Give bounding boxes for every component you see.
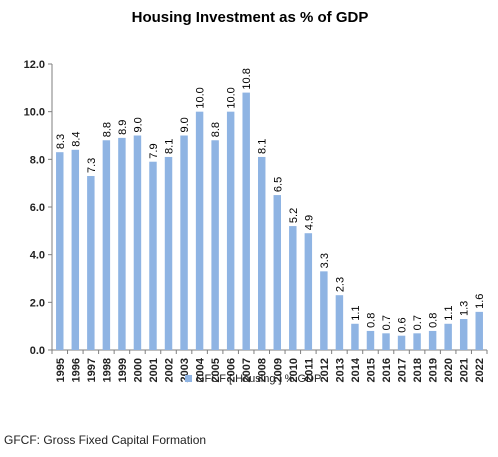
data-label: 8.4 [70, 132, 82, 147]
legend-label: GFCF [ Housing ] % GDP [196, 373, 321, 385]
bar [382, 333, 390, 350]
data-label: 4.9 [303, 215, 315, 230]
x-tick-label: 2007 [241, 358, 253, 382]
data-label: 0.7 [412, 315, 424, 330]
bar [56, 152, 64, 350]
data-label: 0.7 [381, 315, 393, 330]
data-label: 7.3 [86, 158, 98, 173]
bar [242, 92, 250, 350]
x-tick-label: 2020 [443, 358, 455, 382]
y-tick-label: 12.0 [24, 59, 45, 71]
x-tick-label: 2008 [257, 358, 269, 382]
bar [320, 271, 328, 350]
bar [71, 149, 80, 350]
chart-title: Housing Investment as % of GDP [132, 9, 369, 26]
y-tick-label: 4.0 [30, 250, 45, 262]
x-tick-label: 2009 [272, 358, 284, 382]
bar [118, 137, 126, 350]
x-tick-label: 2004 [195, 357, 207, 382]
data-label: 8.3 [55, 134, 67, 149]
data-label: 8.8 [101, 122, 113, 137]
data-label: 9.0 [132, 117, 144, 132]
data-label: 8.8 [210, 122, 222, 137]
x-tick-label: 2013 [334, 358, 346, 382]
x-tick-label: 2021 [459, 358, 471, 382]
data-label: 2.3 [334, 277, 346, 292]
bar-chart: Housing Investment as % of GDP 0.0 2.0 4.0… [24, 9, 488, 385]
bar [133, 135, 142, 350]
x-tick-label: 1996 [70, 358, 82, 382]
data-label: 8.1 [164, 139, 176, 154]
x-tick-label: 2015 [365, 358, 377, 382]
bar [444, 323, 452, 350]
data-label: 10.0 [195, 87, 207, 108]
bar [459, 319, 468, 350]
bar [397, 335, 406, 350]
bar [273, 195, 281, 350]
x-tick-label: 2010 [288, 358, 300, 382]
bar [226, 111, 235, 351]
y-tick-label: 10.0 [24, 107, 45, 119]
data-label: 8.1 [257, 139, 269, 154]
bar [211, 140, 219, 350]
data-label: 9.0 [179, 117, 191, 132]
data-label: 5.2 [288, 208, 300, 223]
y-tick-label: 6.0 [30, 202, 45, 214]
data-label: 7.9 [148, 143, 160, 158]
x-tick-label: 2000 [132, 358, 144, 382]
data-label: 3.3 [319, 253, 331, 268]
data-label: 6.5 [272, 177, 284, 192]
x-tick-label: 1997 [86, 358, 98, 382]
x-tick-label: 2016 [381, 358, 393, 382]
bar [180, 135, 188, 350]
bar [164, 156, 173, 350]
data-label: 0.8 [365, 313, 377, 328]
bar [351, 323, 359, 350]
x-tick-label: 2011 [303, 358, 315, 382]
x-tick-label: 2002 [164, 358, 176, 382]
legend: GFCF [ Housing ] % GDP [185, 373, 321, 385]
y-tick-label: 2.0 [30, 297, 45, 309]
bar [102, 140, 111, 350]
bar [366, 330, 375, 350]
data-label: 10.8 [241, 68, 253, 89]
x-tick-label: 2018 [412, 358, 424, 382]
x-tick-label: 2019 [428, 358, 440, 382]
x-tick-label: 1995 [55, 358, 67, 382]
footnote: GFCF: Gross Fixed Capital Formation [4, 433, 207, 447]
x-tick-label: 2022 [474, 358, 486, 382]
data-label: 1.6 [474, 294, 486, 309]
y-tick-label: 0.0 [30, 345, 45, 357]
x-tick-label: 2014 [350, 357, 362, 382]
x-tick-label: 1999 [117, 358, 129, 382]
x-tick-label: 2012 [319, 358, 331, 382]
legend-swatch [185, 375, 192, 382]
data-label: 0.8 [428, 313, 440, 328]
y-tick-label: 8.0 [30, 154, 45, 166]
bar [258, 156, 266, 350]
x-tick-label: 2006 [226, 358, 238, 382]
x-tick-label: 2005 [210, 358, 222, 382]
bar [413, 333, 421, 350]
data-label: 1.1 [443, 305, 455, 320]
data-label: 1.3 [459, 301, 471, 316]
bar [428, 330, 437, 350]
data-label: 1.1 [350, 305, 362, 320]
bar [475, 311, 483, 350]
bar [289, 226, 297, 350]
bar [335, 295, 344, 350]
bar [149, 161, 157, 350]
x-tick-label: 2001 [148, 358, 160, 382]
data-label: 10.0 [226, 87, 238, 108]
x-tick-label: 1998 [101, 358, 113, 382]
bar [87, 176, 95, 350]
data-label: 8.9 [117, 120, 129, 135]
plot-area: 0.0 2.0 4.0 6.0 8.0 10.0 12.0 8.3 1995 8.4 1996 7.3… [24, 59, 488, 382]
data-label: 0.6 [397, 317, 409, 332]
bar [304, 233, 313, 350]
bar [195, 111, 204, 351]
x-tick-label: 2017 [397, 358, 409, 382]
